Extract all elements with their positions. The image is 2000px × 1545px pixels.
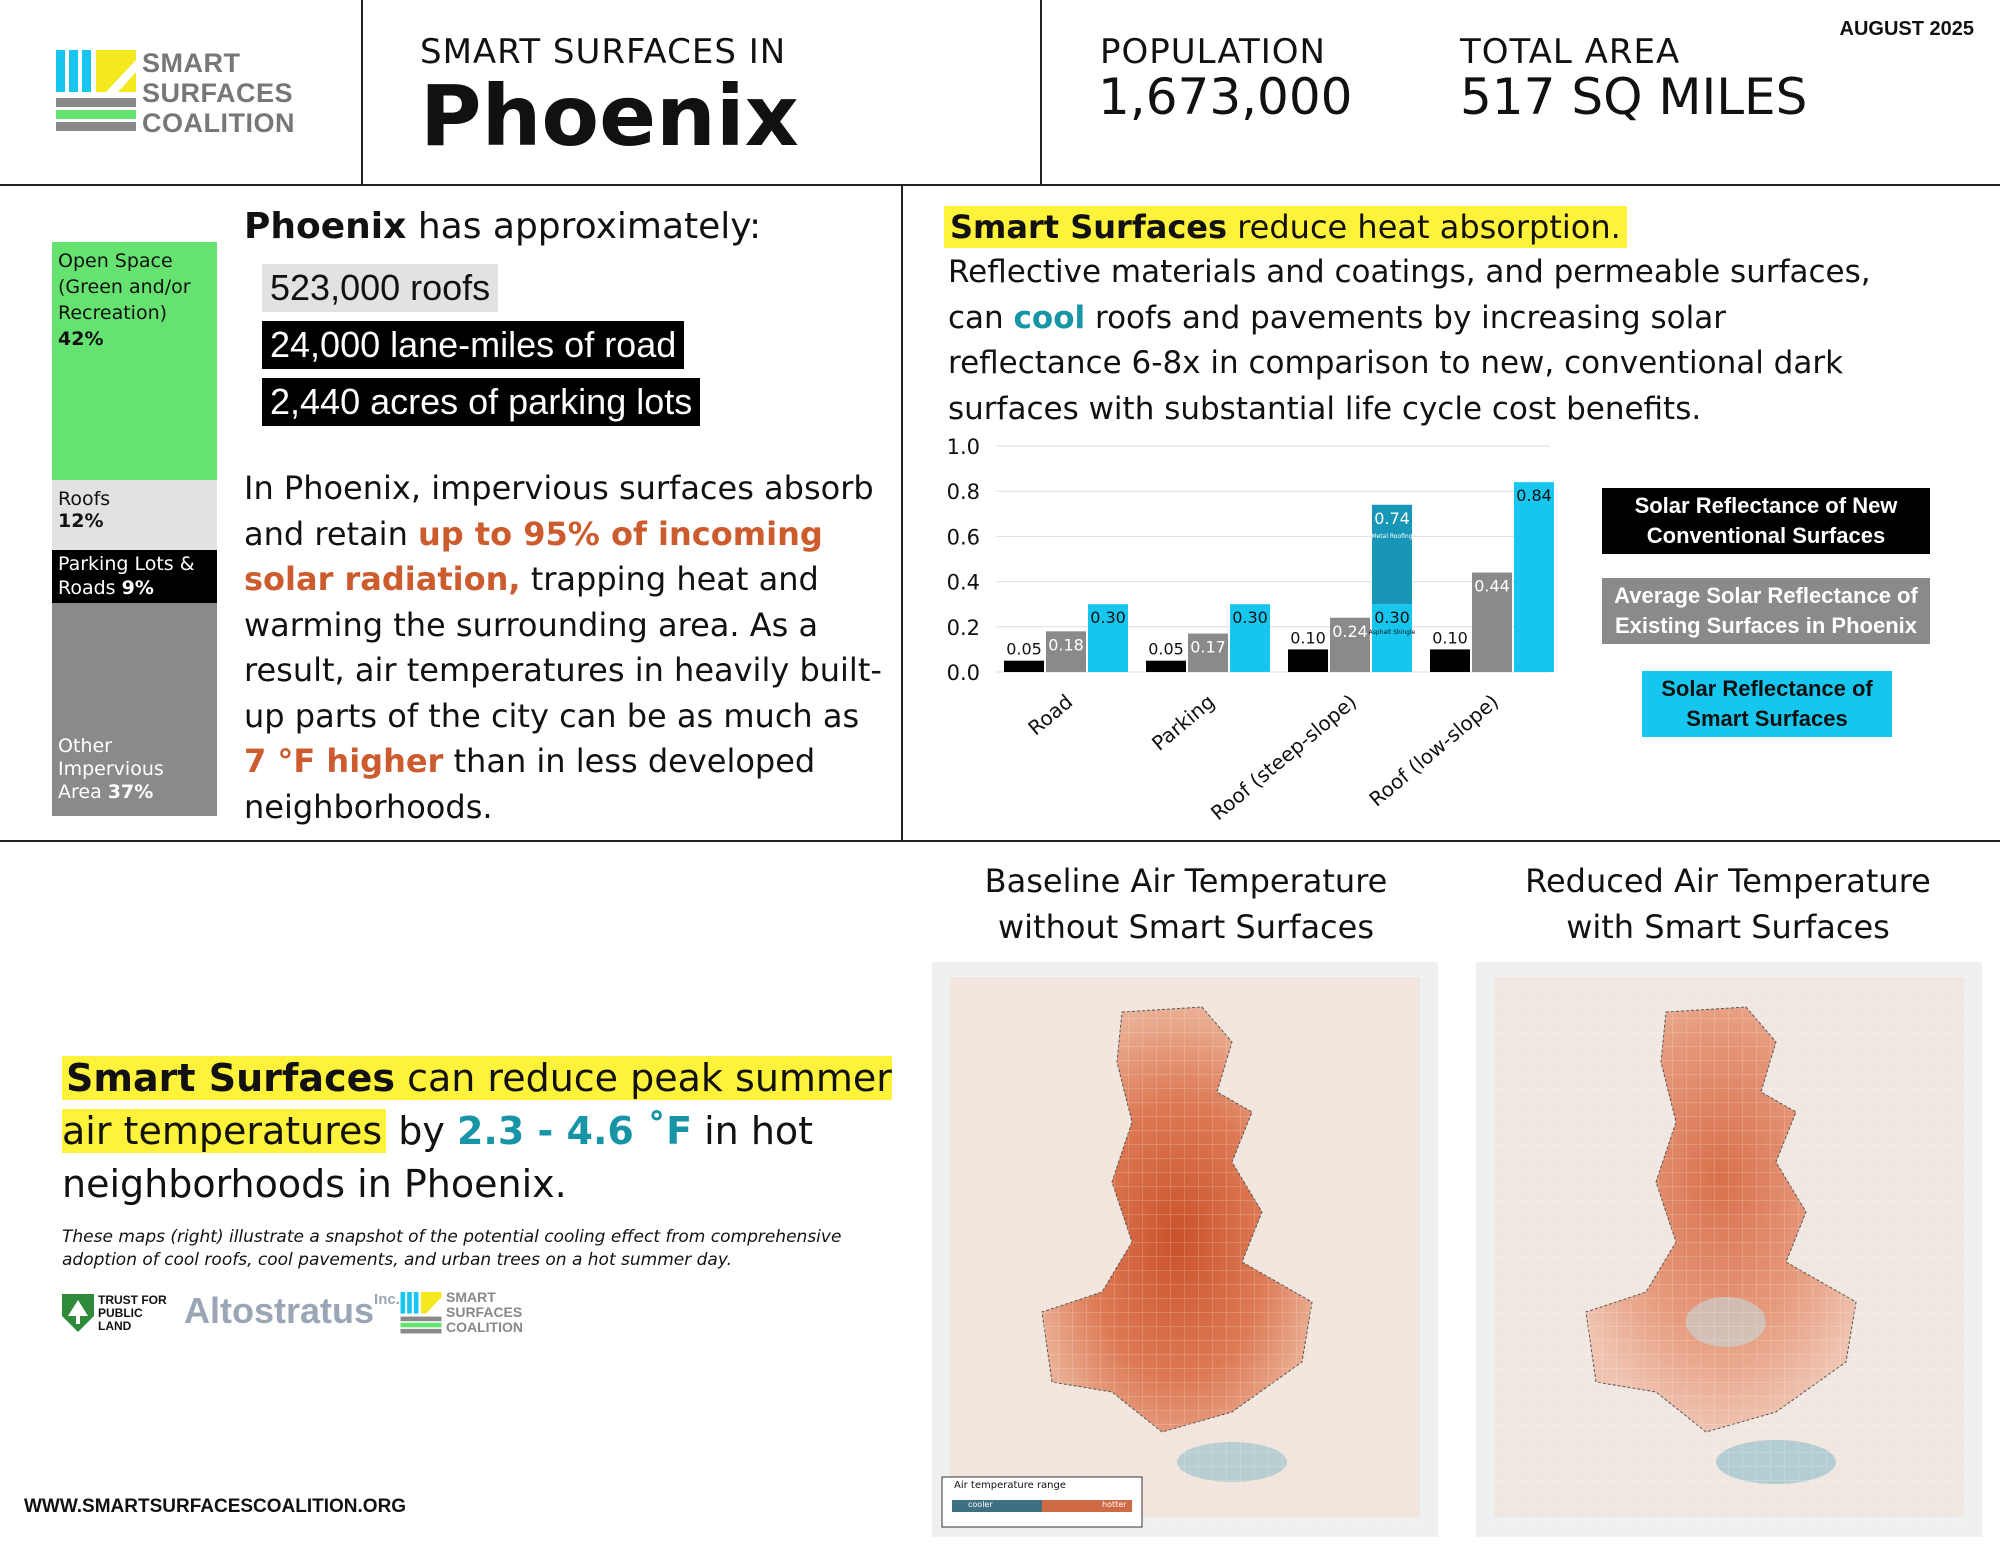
y-tick-label: 0.0 [947, 661, 980, 685]
legend-smart: Solar Reflectance of Smart Surfaces [1642, 671, 1892, 737]
bar-value-label: 0.10 [1432, 628, 1468, 647]
bar-metal-roofing [1372, 504, 1412, 605]
reflect-heading: Smart Surfaces reduce heat absorption. [944, 206, 1627, 248]
ssc-small-logo-icon [400, 1292, 442, 1334]
area-label: TOTAL AREA [1460, 32, 1681, 72]
bar [1230, 604, 1270, 672]
legend-cooler: cooler [968, 1500, 993, 1509]
reflect-paragraph: Reflective materials and coatings, and p… [948, 254, 1871, 427]
bar-value-label: 0.17 [1190, 638, 1226, 657]
y-tick-label: 0.2 [947, 616, 980, 640]
x-tick-label: Roof (steep-slope) [1206, 689, 1361, 825]
maps-caption: These maps (right) illustrate a snapshot… [62, 1227, 842, 1270]
reduced-temperature-map [1476, 962, 1982, 1537]
land-use-parking-roads: Parking Lots & Roads 9% [52, 550, 217, 603]
bar-value-label: 0.05 [1148, 640, 1184, 659]
approx-heading: Phoenix has approximately: [244, 206, 762, 247]
ssc-logo-icon [56, 50, 136, 131]
bar-value-label: 0.05 [1006, 640, 1042, 659]
population-value: 1,673,000 [1098, 68, 1353, 126]
land-use-roofs: Roofs 12% [52, 480, 217, 550]
baseline-map-title: Baseline Air Temperature without Smart S… [984, 862, 1388, 946]
population-label: POPULATION [1100, 32, 1326, 72]
approx-road: 24,000 lane-miles of road [262, 321, 685, 369]
header-divider-1 [361, 0, 363, 184]
bar [1046, 631, 1086, 672]
area-value: 517 SQ MILES [1460, 68, 1808, 126]
x-tick-label: Roof (low-slope) [1364, 689, 1503, 811]
bar [1430, 649, 1470, 672]
bar [1004, 660, 1044, 672]
bar [1288, 649, 1328, 672]
land-use-other-impervious: Other Impervious Area 37% [52, 603, 217, 816]
bar-value-label: 0.18 [1048, 635, 1084, 654]
bar-value-label: 0.30 [1090, 608, 1126, 627]
approx-parking: 2,440 acres of parking lots [262, 378, 701, 426]
page-subtitle: SMART SURFACES IN [420, 32, 787, 72]
y-tick-label: 0.8 [947, 480, 980, 504]
legend-title: Air temperature range [954, 1480, 1067, 1491]
bar [1330, 617, 1370, 672]
x-tick-label: Parking [1147, 689, 1219, 755]
middle-vertical-divider [901, 184, 903, 840]
bar-value-label: 0.44 [1474, 577, 1510, 596]
ssc-logo-text: SMART SURFACES COALITION [142, 48, 295, 138]
ssc-small-logo-text: SMART SURFACES COALITION [446, 1289, 523, 1335]
altostratus-logo: AltostratusInc. [184, 1290, 400, 1331]
bar-value-label: 0.74 [1374, 509, 1410, 528]
header-divider-2 [1040, 0, 1042, 184]
legend-existing: Average Solar Reflectance of Existing Su… [1602, 578, 1930, 644]
trust-for-public-land-logo: TRUST FOR PUBLIC LAND [98, 1293, 167, 1333]
baseline-temperature-map: Air temperature range cooler hotter [932, 962, 1438, 1537]
bar-value-label: 0.30 [1374, 608, 1410, 627]
middle-divider [0, 840, 2000, 842]
impervious-paragraph: In Phoenix, impervious surfaces absorb a… [244, 469, 882, 826]
header-divider [0, 184, 2000, 186]
bar [1472, 572, 1512, 672]
cooling-claim: Smart Surfaces can reduce peak summer ai… [62, 1056, 892, 1206]
bar-value-label: 0.84 [1516, 486, 1552, 505]
website-url[interactable]: WWW.SMARTSURFACESCOALITION.ORG [24, 1496, 407, 1517]
bar-value-label: 0.24 [1332, 622, 1368, 641]
reduced-map-title: Reduced Air Temperature with Smart Surfa… [1525, 862, 1931, 946]
reflectance-chart: 0.0 0.2 0.4 0.6 0.8 1.0 0.05 0.18 0.30 Road 0.05 0.… [947, 435, 1554, 825]
bar [1188, 633, 1228, 672]
bar-sub-label: Metal Roofing [1371, 533, 1412, 540]
legend-new-conventional: Solar Reflectance of New Conventional Su… [1602, 488, 1930, 554]
land-use-open-space: Open Space (Green and/or Recreation) 42% [52, 242, 217, 480]
y-tick-label: 0.6 [947, 525, 980, 549]
approx-roofs: 523,000 roofs [262, 264, 499, 312]
bar-sub-label: Asphalt Shingle [1369, 629, 1416, 636]
y-tick-label: 1.0 [947, 435, 980, 459]
date-badge: AUGUST 2025 [1839, 18, 1975, 40]
bar [1372, 604, 1412, 672]
trust-for-public-land-icon [62, 1294, 94, 1332]
bar-value-label: 0.30 [1232, 608, 1268, 627]
legend-hotter: hotter [1102, 1500, 1127, 1509]
x-tick-label: Road [1023, 689, 1077, 740]
bar-value-label: 0.10 [1290, 628, 1326, 647]
bar [1088, 604, 1128, 672]
bar [1514, 482, 1554, 672]
bar [1146, 660, 1186, 672]
page-title: Phoenix [420, 67, 799, 165]
y-tick-label: 0.4 [947, 571, 980, 595]
